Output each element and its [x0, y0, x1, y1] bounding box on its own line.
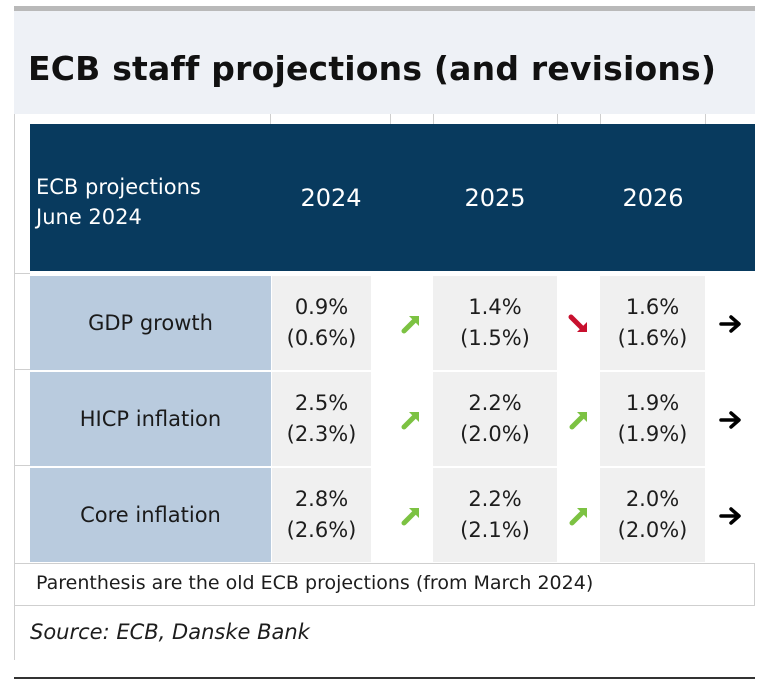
- table-cell: 2.2% (2.0%): [433, 372, 557, 466]
- projection-value: 2.2%: [468, 391, 522, 415]
- header-label: ECB projections June 2024: [36, 172, 266, 232]
- bottom-rule: [14, 677, 755, 679]
- projection-value: 1.6%: [625, 295, 680, 319]
- grid-line: [14, 369, 30, 370]
- header-label-line1: ECB projections: [36, 175, 201, 199]
- projection-value: 0.9%: [294, 295, 349, 319]
- previous-value: (2.3%): [286, 422, 357, 446]
- header-year-2025: 2025: [464, 184, 526, 212]
- grid-line: [754, 563, 755, 605]
- previous-value: (1.9%): [617, 422, 688, 446]
- table-cell: 1.4% (1.5%): [433, 276, 557, 370]
- arrow-right-icon: [719, 411, 741, 429]
- previous-value: (1.6%): [617, 326, 688, 350]
- previous-value: (2.6%): [286, 518, 357, 542]
- arrow-up-right-icon: [569, 508, 587, 526]
- table-cell: 2.8% (2.6%): [272, 468, 371, 562]
- grid-line: [14, 563, 755, 564]
- grid-line: [390, 114, 391, 124]
- projection-value: 2.2%: [468, 487, 522, 511]
- grid-line: [433, 114, 434, 124]
- grid-line: [270, 114, 271, 124]
- previous-value: (0.6%): [286, 326, 357, 350]
- source-line: Source: ECB, Danske Bank: [30, 620, 310, 644]
- grid-line: [14, 273, 30, 274]
- table-cell: 2.5% (2.3%): [272, 372, 371, 466]
- footnote: Parenthesis are the old ECB projections …: [36, 572, 594, 594]
- table-cell: 1.9% (1.9%): [600, 372, 705, 466]
- projection-value: 1.4%: [468, 295, 522, 319]
- grid-line: [705, 114, 706, 124]
- row-label-gdp-growth: GDP growth: [30, 276, 271, 370]
- page-title: ECB staff projections (and revisions): [28, 49, 717, 88]
- table-cell: 2.0% (2.0%): [600, 468, 705, 562]
- arrow-right-icon: [719, 507, 741, 525]
- projection-value: 2.8%: [294, 487, 349, 511]
- grid-line: [14, 605, 755, 606]
- previous-value: (2.0%): [617, 518, 688, 542]
- arrow-right-icon: [719, 315, 741, 333]
- arrow-down-right-icon: [568, 314, 587, 332]
- header-label-line2: June 2024: [36, 205, 142, 229]
- grid-line: [557, 114, 558, 124]
- table-cell: 1.6% (1.6%): [600, 276, 705, 370]
- grid-line: [14, 114, 15, 660]
- projection-value: 2.0%: [625, 487, 680, 511]
- table-cell: 2.2% (2.1%): [433, 468, 557, 562]
- row-label-hicp-inflation: HICP inflation: [30, 372, 271, 466]
- row-label-core-inflation: Core inflation: [30, 468, 271, 562]
- grid-line: [14, 465, 30, 466]
- table-header: [30, 124, 755, 271]
- previous-value: (1.5%): [460, 326, 530, 350]
- arrow-up-right-icon: [569, 412, 587, 430]
- arrow-up-right-icon: [401, 412, 419, 430]
- header-year-2024: 2024: [300, 184, 362, 212]
- header-year-2026: 2026: [622, 184, 684, 212]
- top-rule: [14, 6, 755, 11]
- title-panel: ECB staff projections (and revisions): [14, 11, 755, 114]
- projection-value: 1.9%: [625, 391, 680, 415]
- arrow-up-right-icon: [401, 316, 419, 334]
- previous-value: (2.1%): [460, 518, 530, 542]
- arrow-up-right-icon: [401, 508, 419, 526]
- previous-value: (2.0%): [460, 422, 530, 446]
- grid-line: [600, 114, 601, 124]
- projection-value: 2.5%: [294, 391, 349, 415]
- table-cell: 0.9% (0.6%): [272, 276, 371, 370]
